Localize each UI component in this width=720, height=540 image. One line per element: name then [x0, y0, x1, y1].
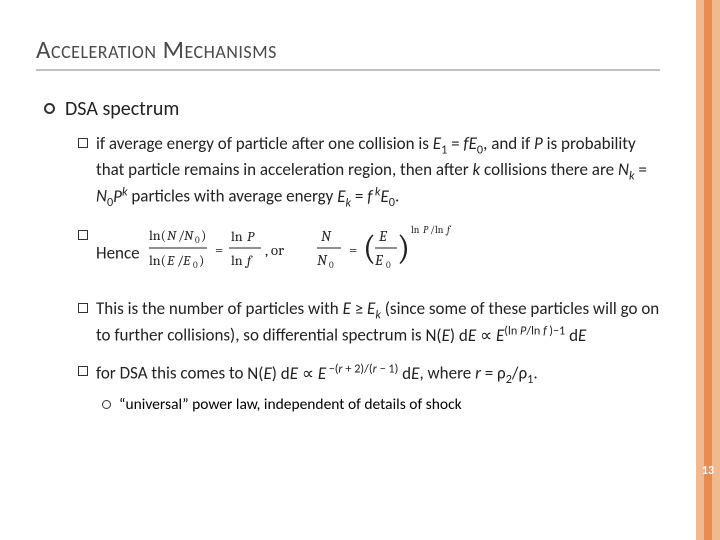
- svg-text:N: N: [317, 251, 328, 269]
- square-bullet-icon: [78, 366, 88, 376]
- svg-text:0: 0: [386, 261, 391, 271]
- svg-text:=: =: [215, 241, 223, 259]
- side-bar-inner: [704, 0, 712, 540]
- svg-text:=: =: [349, 241, 357, 259]
- svg-text:E: E: [182, 252, 191, 269]
- section-label: DSA spectrum: [65, 97, 179, 121]
- item-text: if average energy of particle after one …: [96, 133, 660, 211]
- svg-text:E: E: [166, 252, 175, 269]
- svg-text:f: f: [244, 252, 253, 269]
- svg-text:): ): [199, 252, 204, 269]
- list-item: Hence ln( N / N 0 ): [78, 225, 660, 283]
- sub-list-item: “universal” power law, independent of de…: [102, 395, 660, 414]
- square-bullet-icon: [78, 138, 88, 148]
- svg-text:ln: ln: [231, 228, 243, 245]
- svg-text:ln: ln: [231, 252, 243, 269]
- item-text: Hence ln( N / N 0 ): [96, 225, 660, 283]
- svg-text:ln: ln: [435, 225, 444, 236]
- svg-text:N: N: [184, 227, 194, 244]
- list-item: if average energy of particle after one …: [78, 133, 660, 211]
- item-text: This is the number of particles with E ≥…: [96, 298, 660, 348]
- item-text: for DSA this comes to N(E) dE ∝ E −(r + …: [96, 361, 660, 388]
- square-bullet-icon: [78, 303, 88, 313]
- svg-text:E: E: [374, 251, 384, 269]
- svg-text:): ): [201, 227, 206, 244]
- svg-text:P: P: [247, 228, 255, 245]
- list-item: for DSA this comes to N(E) dE ∝ E −(r + …: [78, 361, 660, 388]
- svg-text:E: E: [378, 227, 388, 245]
- svg-text:ln: ln: [411, 225, 420, 236]
- list-item: This is the number of particles with E ≥…: [78, 298, 660, 348]
- page-number: 13: [699, 464, 717, 478]
- svg-text:P: P: [423, 225, 429, 236]
- svg-text:0: 0: [329, 261, 334, 271]
- svg-text:ln(: ln(: [149, 227, 166, 244]
- ring-bullet-icon: [44, 103, 55, 114]
- formula: ln( N / N 0 ) ln( E / E: [149, 225, 509, 283]
- svg-text:0: 0: [195, 236, 200, 246]
- ring-bullet-icon: [102, 400, 111, 409]
- section: DSA spectrum if average energy of partic…: [44, 97, 660, 414]
- square-bullet-icon: [78, 230, 88, 240]
- svg-text:N: N: [167, 227, 177, 244]
- svg-text:): ): [397, 228, 410, 268]
- slide-content: Acceleration Mechanisms DSA spectrum if …: [0, 0, 696, 540]
- svg-text:, or: , or: [265, 241, 284, 259]
- page-title: Acceleration Mechanisms: [36, 34, 660, 71]
- subitem-text: “universal” power law, independent of de…: [119, 395, 462, 414]
- svg-text:0: 0: [193, 261, 198, 271]
- svg-text:N: N: [321, 227, 332, 245]
- svg-text:ln(: ln(: [149, 252, 166, 269]
- svg-text:f: f: [445, 225, 452, 236]
- item-list: if average energy of particle after one …: [78, 133, 660, 414]
